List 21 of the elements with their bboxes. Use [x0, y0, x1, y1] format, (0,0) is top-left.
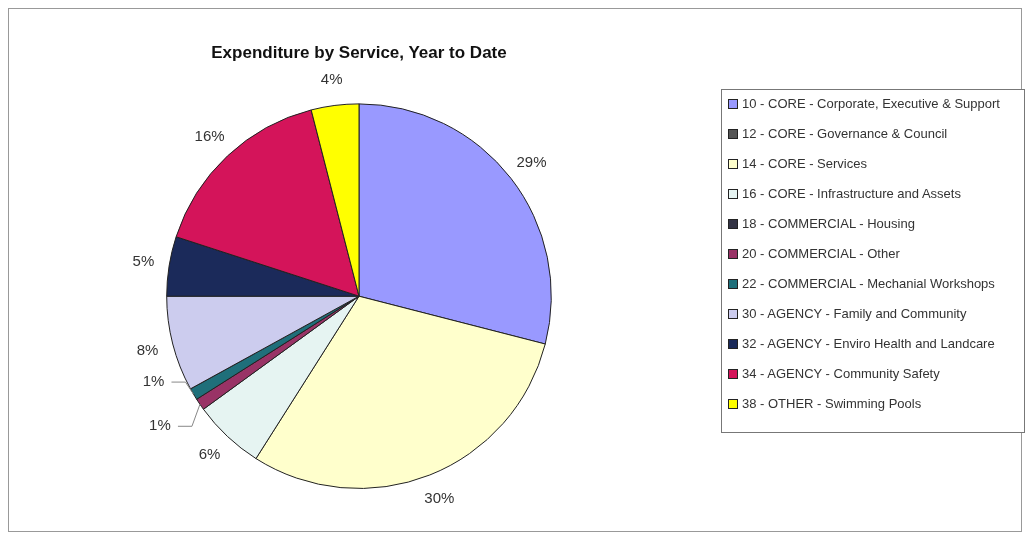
- legend-label: 22 - COMMERCIAL - Mechanial Workshops: [742, 276, 995, 291]
- legend-label: 18 - COMMERCIAL - Housing: [742, 216, 915, 231]
- data-label: 1%: [149, 416, 171, 434]
- legend-label: 10 - CORE - Corporate, Executive & Support: [742, 96, 1000, 111]
- legend-label: 30 - AGENCY - Family and Community: [742, 306, 967, 321]
- legend-label: 14 - CORE - Services: [742, 156, 867, 171]
- data-label: 30%: [424, 489, 455, 507]
- legend-label: 20 - COMMERCIAL - Other: [742, 246, 900, 261]
- legend-label: 38 - OTHER - Swimming Pools: [742, 396, 922, 411]
- data-label: 16%: [194, 127, 225, 145]
- data-label: 29%: [516, 152, 547, 170]
- data-label: 6%: [198, 445, 221, 463]
- data-label: 8%: [136, 340, 159, 358]
- data-label: 5%: [132, 252, 155, 270]
- chart-title: Expenditure by Service, Year to Date: [211, 42, 507, 62]
- data-label: 1%: [142, 372, 165, 390]
- legend-label: 16 - CORE - Infrastructure and Assets: [742, 186, 961, 201]
- legend-label: 12 - CORE - Governance & Council: [742, 126, 948, 141]
- legend-label: 34 - AGENCY - Community Safety: [742, 366, 940, 381]
- data-label: 4%: [320, 69, 343, 87]
- legend-label: 32 - AGENCY - Enviro Health and Landcare: [742, 336, 995, 351]
